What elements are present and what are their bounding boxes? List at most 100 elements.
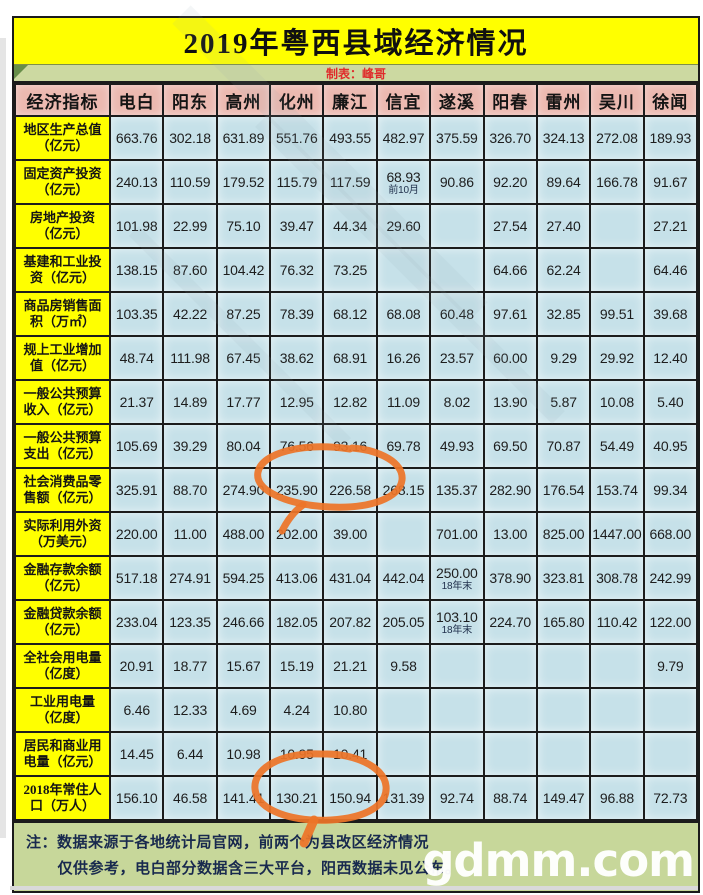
table-row: 2018年常住人口（万人） 156.10 46.58 141.41 130.21 150.… — [14, 775, 699, 821]
data-cell: 11.09 — [375, 379, 432, 425]
indicator-label: 全社会用电量（亿度） — [14, 643, 111, 689]
table-row: 一般公共预算收入（亿元） 21.37 14.89 17.77 12.95 12.82 11.… — [14, 379, 699, 425]
city-column-header: 吴川 — [589, 83, 645, 117]
data-cell: 482.97 — [375, 115, 432, 161]
indicator-label: 房地产投资（亿元） — [14, 203, 111, 249]
data-cell: 166.78 — [589, 159, 645, 205]
data-cell: 60.48 — [429, 291, 485, 337]
cell-note: 18年末 — [441, 580, 473, 592]
data-cell — [429, 643, 485, 689]
data-cell: 488.00 — [215, 511, 272, 557]
table-row: 房地产投资（亿元） 101.98 22.99 75.10 39.47 44.34 29.60… — [14, 203, 699, 249]
data-cell: 16.26 — [375, 335, 432, 381]
data-cell: 69.78 — [375, 423, 432, 469]
data-cell — [535, 731, 592, 777]
data-cell: 242.99 — [642, 555, 699, 601]
data-cell: 517.18 — [108, 555, 165, 601]
data-cell: 149.47 — [535, 775, 592, 821]
data-cell: 27.40 — [535, 203, 592, 249]
data-cell: 14.89 — [162, 379, 218, 425]
data-cell: 272.08 — [589, 115, 645, 161]
data-cell: 375.59 — [429, 115, 485, 161]
city-column-header: 化州 — [269, 83, 325, 117]
data-cell: 668.00 — [642, 511, 699, 557]
data-cell: 110.59 — [162, 159, 218, 205]
cell-value: 68.93 — [386, 168, 421, 185]
data-cell — [429, 203, 485, 249]
data-cell: 21.21 — [322, 643, 378, 689]
indicator-label: 居民和商业用电量（亿元） — [14, 731, 111, 777]
data-cell: 326.70 — [482, 115, 538, 161]
data-cell: 10.08 — [589, 379, 645, 425]
indicator-label: 金融存款余额（亿元） — [14, 555, 111, 601]
city-column-header: 信宜 — [375, 83, 432, 117]
data-cell: 104.42 — [215, 247, 272, 293]
data-cell: 40.95 — [642, 423, 699, 469]
data-cell: 32.85 — [535, 291, 592, 337]
cell-value: 250.00 — [436, 564, 478, 581]
data-cell: 1447.00 — [589, 511, 645, 557]
city-column-header: 遂溪 — [429, 83, 485, 117]
data-cell: 220.00 — [108, 511, 165, 557]
indicator-label: 2018年常住人口（万人） — [14, 775, 111, 821]
data-cell: 70.87 — [535, 423, 592, 469]
data-cell: 413.06 — [269, 555, 325, 601]
data-cell: 117.59 — [322, 159, 378, 205]
data-cell: 12.82 — [322, 379, 378, 425]
data-cell: 176.54 — [535, 467, 592, 513]
data-cell — [535, 643, 592, 689]
table-row: 实际利用外资（万美元） 220.00 11.00 488.00 202.00 39.00 7… — [14, 511, 699, 557]
data-cell: 9.58 — [375, 643, 432, 689]
data-cell: 18.77 — [162, 643, 218, 689]
data-cell: 39.47 — [269, 203, 325, 249]
city-column-header: 廉江 — [322, 83, 378, 117]
indicator-label: 固定资产投资（亿元） — [14, 159, 111, 205]
table-row: 一般公共预算支出（亿元） 105.69 39.29 80.04 76.56 93.16 69… — [14, 423, 699, 469]
data-cell: 207.82 — [322, 599, 378, 645]
data-cell — [429, 731, 485, 777]
data-cell: 68.91 — [322, 335, 378, 381]
indicator-label: 地区生产总值（亿元） — [14, 115, 111, 161]
corner-triangle-decor — [14, 65, 28, 79]
table-row: 社会消费品零售额（亿元） 325.91 88.70 274.90 235.90 226.5… — [14, 467, 699, 513]
data-cell — [375, 511, 432, 557]
page-title: 2019年粤西县域经济情况 — [183, 28, 529, 60]
table-author-label: 制表：峰哥 — [325, 66, 386, 81]
data-cell: 825.00 — [535, 511, 592, 557]
data-cell: 72.73 — [642, 775, 699, 821]
table-row: 居民和商业用电量（亿元） 14.45 6.44 10.98 10.95 10.41 — [14, 731, 699, 777]
data-cell: 11.00 — [162, 511, 218, 557]
data-cell: 431.04 — [322, 555, 378, 601]
data-cell: 15.67 — [215, 643, 272, 689]
data-cell: 202.00 — [269, 511, 325, 557]
data-cell: 99.51 — [589, 291, 645, 337]
data-cell: 46.58 — [162, 775, 218, 821]
sheet-bottom-shadow — [10, 886, 698, 890]
data-cell: 29.92 — [589, 335, 645, 381]
data-cell — [375, 247, 432, 293]
data-cell: 123.35 — [162, 599, 218, 645]
data-cell: 631.89 — [215, 115, 272, 161]
data-cell — [589, 643, 645, 689]
data-cell: 27.21 — [642, 203, 699, 249]
data-cell: 80.04 — [215, 423, 272, 469]
data-cell: 4.69 — [215, 687, 272, 733]
table-row: 基建和工业投资（亿元） 138.15 87.60 104.42 76.32 73.25 64… — [14, 247, 699, 293]
data-cell: 274.91 — [162, 555, 218, 601]
data-cell: 20.91 — [108, 643, 165, 689]
data-cell: 76.32 — [269, 247, 325, 293]
data-cell: 10.98 — [215, 731, 272, 777]
data-cell: 62.24 — [535, 247, 592, 293]
data-cell: 96.88 — [589, 775, 645, 821]
data-cell: 73.25 — [322, 247, 378, 293]
data-cell: 8.02 — [429, 379, 485, 425]
economic-data-table: 经济指标 电白 阳东 高州 化州 廉江 信宜 遂溪 阳春 雷州 吴川 徐闻 地区生产总值（亿元） 663… — [14, 83, 699, 821]
data-cell: 235.90 — [269, 467, 325, 513]
data-cell: 91.67 — [642, 159, 699, 205]
indicator-label: 基建和工业投资（亿元） — [14, 247, 111, 293]
data-cell: 21.37 — [108, 379, 165, 425]
data-cell: 49.93 — [429, 423, 485, 469]
data-cell: 165.80 — [535, 599, 592, 645]
indicator-label: 实际利用外资（万美元） — [14, 511, 111, 557]
data-cell: 60.00 — [482, 335, 538, 381]
